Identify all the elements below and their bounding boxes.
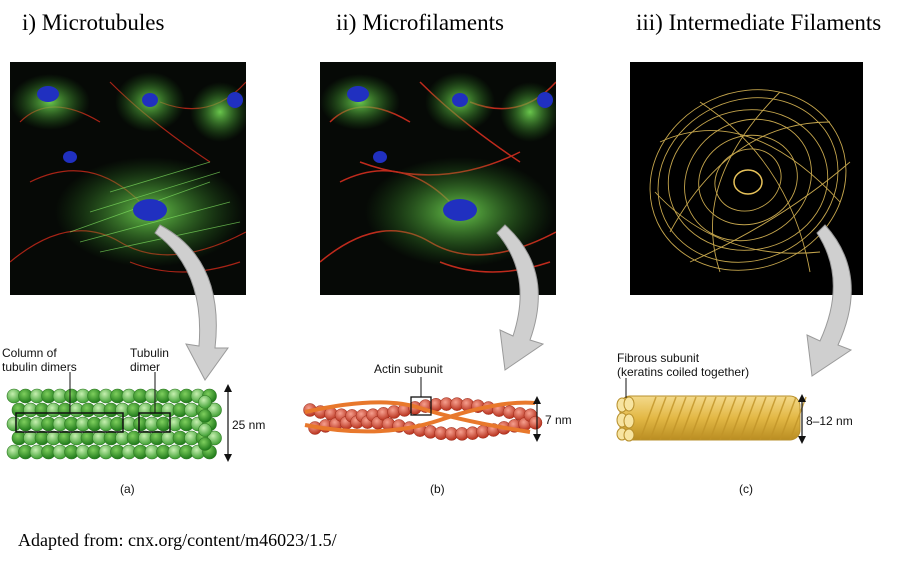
source-attribution: Adapted from: cnx.org/content/m46023/1.5… <box>18 530 337 550</box>
microfilament-diameter-label: 7 nm <box>545 413 572 427</box>
microtubule-fluorescence-image <box>10 62 246 295</box>
panel-title-microtubules: i) Microtubules <box>22 10 165 35</box>
actin-subunit-label: Actin subunit <box>374 362 443 376</box>
tubulin-label-line2: dimer <box>130 360 161 374</box>
panel-title-intermediate-filaments: iii) Intermediate Filaments <box>636 10 882 35</box>
keratin-filament-illustration <box>616 378 807 444</box>
fibrous-subunit-label-line2: (keratins coiled together) <box>617 365 750 379</box>
caption-b: (b) <box>430 482 445 496</box>
panel-title-microfilaments: ii) Microfilaments <box>336 10 504 35</box>
caption-c: (c) <box>739 482 753 496</box>
column-label-line1: Column of <box>2 346 57 360</box>
actin-illustration <box>303 377 543 442</box>
intermediate-filament-diameter-label: 8–12 nm <box>806 414 853 428</box>
caption-a: (a) <box>120 482 135 496</box>
fibrous-subunit-label-line1: Fibrous subunit <box>617 351 700 365</box>
column-label-line2: tubulin dimers <box>2 360 77 374</box>
microtubule-illustration <box>6 372 232 462</box>
intermediate-filament-network-image <box>630 62 863 295</box>
microtubule-diameter-label: 25 nm <box>232 418 266 432</box>
tubulin-label-line1: Tubulin <box>130 346 169 360</box>
microfilament-fluorescence-image <box>320 62 556 295</box>
